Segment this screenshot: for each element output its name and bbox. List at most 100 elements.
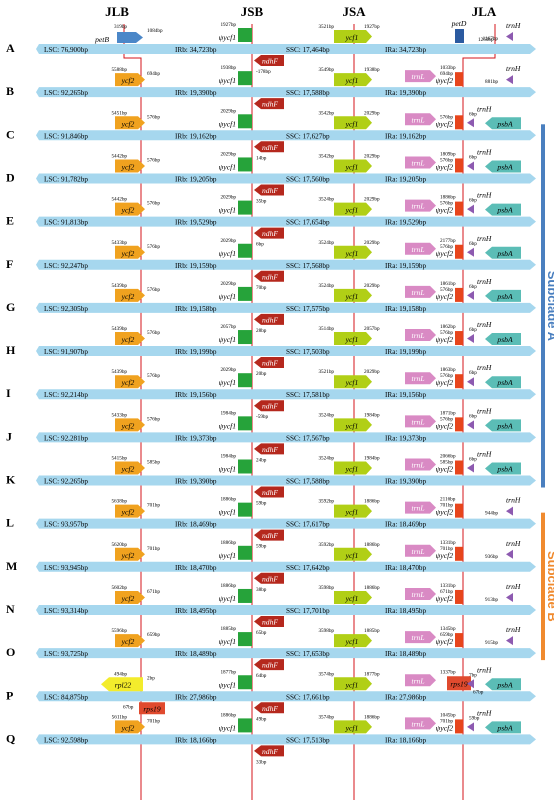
- trnL-label: trnL: [411, 676, 424, 685]
- jsb-top-bp: 1984bp: [220, 410, 236, 416]
- ycf2-gene: [115, 332, 145, 346]
- ndhF-label: ndhF: [262, 747, 278, 756]
- rps19-left-gene: [139, 702, 165, 715]
- ndhF-dist: 70bp: [256, 285, 267, 291]
- jsa-ycf1-gene: [334, 116, 372, 130]
- jsa-ycf1-label: ycf1: [345, 292, 359, 301]
- trnL-dist: 1886bp: [440, 195, 456, 201]
- ycf2-label: ycf2: [121, 76, 135, 85]
- jsb-ycf1-block: [238, 157, 252, 172]
- row-M: M LSC: 93,945bp IRb: 18,470bp SSC: 17,642bp…: [6, 539, 536, 593]
- header-jsb: JSB: [241, 4, 264, 19]
- trnL-label: trnL: [411, 331, 424, 340]
- trnH-flag: [467, 118, 474, 128]
- jla-left-bp: 576bp: [440, 373, 453, 379]
- ndhF-gene: [254, 270, 284, 282]
- jsa-right-bp: 2057bp: [364, 326, 380, 332]
- psbA-label: psbA: [496, 421, 513, 430]
- subclade-bar-1: [541, 124, 545, 488]
- lsc-label: LSC: 84,875bp: [44, 693, 88, 701]
- ycf2-gene: [115, 418, 145, 432]
- trnL-dist: 2116bp: [440, 497, 456, 503]
- psbA-gene: [485, 376, 521, 389]
- jlb-left-bp: 5596bp: [111, 628, 127, 634]
- psbA-label: psbA: [496, 206, 513, 215]
- ndhF-label: ndhF: [262, 574, 278, 583]
- ndhF-dist: 59bp: [256, 501, 267, 507]
- ycf2-gene: [115, 73, 145, 87]
- jla-junction-block: [455, 374, 463, 389]
- ycf2-label: ycf2: [121, 465, 135, 474]
- jlb-right-bp: 671bp: [147, 589, 160, 595]
- jlb-left-bp: 5442bp: [111, 153, 127, 159]
- petB-gene: [117, 32, 143, 43]
- trnL-gene: [405, 415, 436, 428]
- jsa-right-bp: 1938bp: [364, 67, 380, 73]
- jsb-top-bp: 2057bp: [220, 324, 236, 330]
- ycf2-gene: [115, 634, 145, 648]
- ycf2-label: ycf2: [121, 335, 135, 344]
- jla-gene-label: ψycf2: [436, 637, 454, 646]
- ira-label: IRa: 19,162bp: [385, 132, 427, 140]
- jsa-ycf1-gene: [334, 202, 372, 216]
- trnH-flag: [506, 549, 513, 559]
- irb-label: IRb: 19,205bp: [175, 175, 217, 183]
- rps19-left-dist: 67bp: [123, 704, 134, 710]
- jsa-left-bp: 3549bp: [318, 67, 334, 73]
- jsb-gene-label: ψycf1: [219, 680, 236, 689]
- header-jsa: JSA: [342, 4, 366, 19]
- ssc-label: SSC: 17,654bp: [286, 219, 330, 227]
- jlb-right-bp: 694bp: [147, 71, 160, 77]
- psbA-gene: [485, 419, 521, 432]
- jlb-left-bp: 5433bp: [111, 240, 127, 246]
- row-A: A LSC: 76,900bp IRb: 34,723bp SSC: 17,464bp…: [6, 19, 536, 75]
- jsb-gene-label: ψycf1: [219, 76, 236, 85]
- jsb-gene-label: ψycf1: [219, 551, 236, 560]
- ycf2-label: ycf2: [121, 594, 135, 603]
- trnH-label: 7bp: [469, 672, 477, 678]
- jsb-gene-label: ψycf1: [219, 594, 236, 603]
- trnL-label: trnL: [411, 158, 424, 167]
- jlb-left-bp: 494bp: [114, 671, 127, 677]
- jsa-left-bp: 3524bp: [318, 456, 334, 462]
- ndhF-gene: [254, 443, 284, 455]
- psbA-label: psbA: [496, 465, 513, 474]
- trnL-label: trnL: [411, 504, 424, 513]
- jla-gene-label: ψycf2: [436, 335, 454, 344]
- lsc-label: LSC: 91,813bp: [44, 219, 88, 227]
- row-K: K LSC: 92,265bp IRb: 19,390bp SSC: 17,588bp…: [6, 450, 536, 507]
- lsc-label: LSC: 76,900bp: [44, 46, 88, 54]
- jsa-ycf1-label: ycf1: [345, 335, 359, 344]
- jsb-top-bp: 2029bp: [220, 108, 236, 114]
- irb-label: IRb: 19,158bp: [175, 305, 217, 313]
- jsa-ycf1-gene: [334, 677, 372, 691]
- ycf2-gene: [115, 590, 145, 604]
- trnL-gene: [405, 329, 436, 342]
- row-label: E: [6, 214, 14, 228]
- ycf2-gene: [115, 720, 145, 734]
- rps19-left-label: rps19: [143, 704, 161, 713]
- jsa-right-bp: 2029bp: [364, 197, 380, 203]
- jsa-left-bp: 3592bp: [318, 542, 334, 548]
- trnH-flag: [467, 334, 474, 344]
- jsa-ycf1-label: ycf1: [345, 119, 359, 128]
- genome-bar: [36, 259, 536, 270]
- trnL-gene: [405, 242, 436, 255]
- trnH-label: 59bp: [469, 715, 480, 721]
- jsb-ycf1-block: [238, 416, 252, 431]
- trnH-label: 6bp: [469, 284, 477, 290]
- jsa-left-bp: 3574bp: [318, 714, 334, 720]
- row-label: J: [6, 429, 12, 443]
- subclade-label-2: Subclade B: [545, 551, 554, 622]
- jsb-ycf1-block: [238, 718, 252, 733]
- lsc-label: LSC: 92,305bp: [44, 305, 88, 313]
- petB-label: petB: [94, 35, 109, 44]
- trnL-label: trnL: [411, 461, 424, 470]
- jsb-top-bp: 1938bp: [220, 65, 236, 71]
- jsa-right-bp: 1886bp: [364, 714, 380, 720]
- ndhF-dist: 33bp: [256, 759, 267, 765]
- jlb-right-bp: 576bp: [147, 157, 160, 163]
- ndhF-dist: -178bp: [256, 69, 271, 75]
- lsc-label: LSC: 92,247bp: [44, 262, 88, 270]
